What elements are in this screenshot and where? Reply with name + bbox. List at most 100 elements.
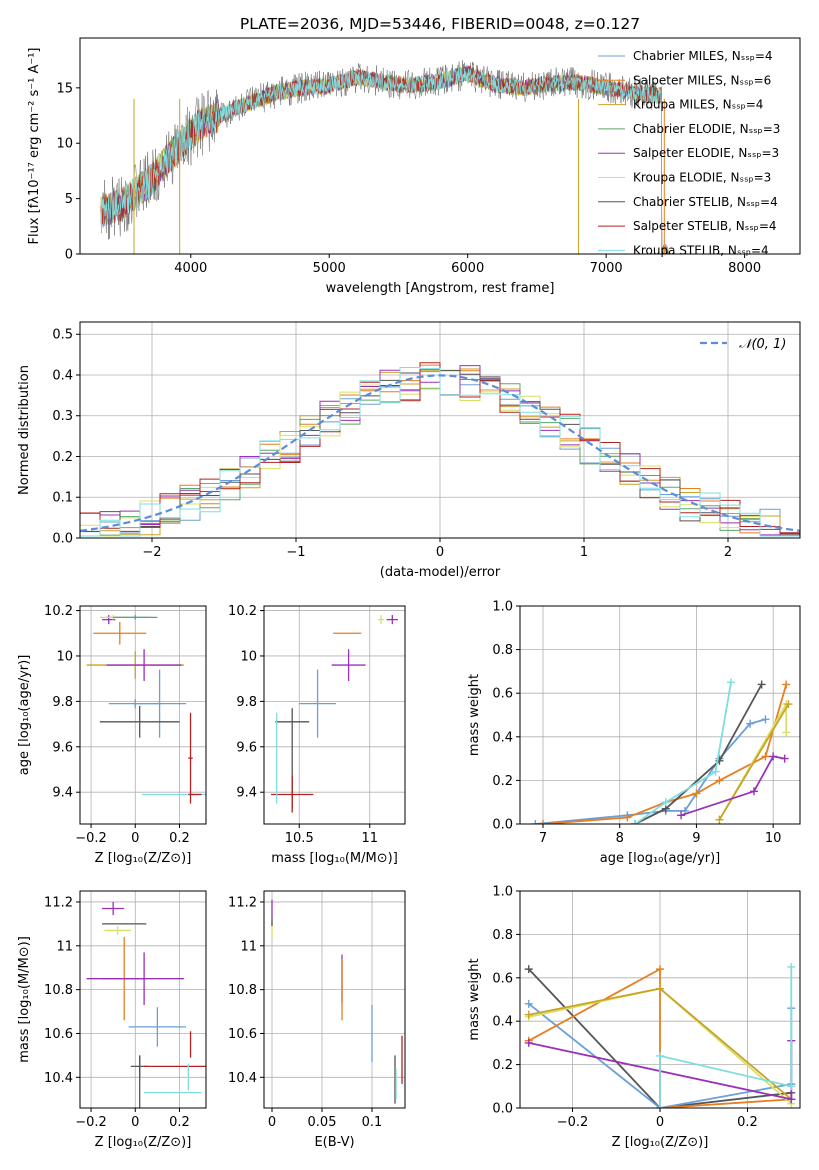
x-axis-label: wavelength [Angstrom, rest frame] (326, 281, 555, 296)
weight-point-marker (769, 752, 778, 761)
weight-point-marker (524, 965, 533, 974)
weight-point-marker (692, 789, 701, 798)
weight-point-marker (726, 678, 735, 687)
y-tick-label: 0.2 (492, 1058, 513, 1073)
weight-point-marker (656, 1104, 664, 1108)
weight-point-marker (539, 820, 548, 824)
axes-frame (263, 605, 406, 825)
x-tick-label: 9 (692, 831, 700, 846)
gaussian-curve (80, 374, 800, 532)
y-tick-label: 9.4 (236, 786, 257, 801)
y-tick-label: 0.6 (492, 971, 513, 986)
weight-point-marker (757, 680, 766, 689)
x-tick-label: −0.2 (75, 1115, 107, 1130)
x-tick-label: 0.1 (362, 1115, 383, 1130)
y-tick-label: 9.8 (236, 695, 257, 710)
y-axis-label: age [log₁₀(age/yr)] (17, 655, 32, 776)
spectrum-series-line (100, 66, 669, 254)
spectrum-series-line (100, 65, 669, 254)
y-tick-label: 0.3 (52, 409, 73, 424)
axes-frame (79, 37, 801, 255)
legend-label: Kroupa STELIB, Nₛₛₚ=4 (633, 243, 769, 257)
x-tick-label: 10.5 (285, 831, 314, 846)
y-tick-label: 0.0 (492, 818, 513, 833)
x-tick-label: 0.2 (169, 1115, 190, 1130)
y-tick-label: 0.8 (492, 643, 513, 658)
axes-frame (519, 605, 801, 825)
weight-point-marker (715, 815, 724, 824)
plot-area (271, 899, 403, 1104)
weight-point-marker (761, 752, 770, 761)
x-tick-label: 8000 (728, 261, 761, 276)
y-tick-label: 10 (240, 649, 257, 664)
x-tick-label: 0 (268, 1115, 276, 1130)
y-tick-label: 9.6 (52, 740, 73, 755)
axes-frame (79, 890, 207, 1109)
weight-point-marker (631, 820, 640, 824)
y-tick-label: 9.8 (52, 695, 73, 710)
mass-vs-metallicity-panel: −0.2 0 0.2 10.4 10.6 10.8 11 11.2 Z [log₁₀(Z/Z⊙)… (17, 890, 207, 1150)
legend-label: Chabrier STELIB, Nₛₛₚ=4 (633, 195, 778, 209)
weight-point-marker (782, 728, 791, 737)
massweight-vs-age-panel: 7 8 9 10 0.0 0.2 0.4 0.6 0.8 1.0 age [log₁₀(age/yr… (467, 600, 801, 866)
x-tick-label: 8 (616, 831, 624, 846)
x-axis-label: mass [log₁₀(M/M⊙)] (271, 851, 398, 866)
x-tick-label: 7000 (590, 261, 623, 276)
weight-point-marker (524, 999, 533, 1008)
x-tick-label: 6000 (451, 261, 484, 276)
x-tick-label: 0 (656, 1115, 664, 1130)
y-tick-label: 9.6 (236, 740, 257, 755)
y-tick-label: 10.6 (44, 1027, 73, 1042)
y-axis-label: mass weight (467, 674, 482, 756)
spectrum-series-line (100, 67, 667, 254)
x-tick-label: 1 (580, 545, 588, 560)
x-tick-label: 0.2 (169, 831, 190, 846)
x-tick-label: −0.2 (557, 1115, 589, 1130)
spectrum-panel: Chabrier MILES, Nₛₛₚ=4 Salpeter MILES, Nₛ… (27, 15, 801, 296)
legend-label: Chabrier ELODIE, Nₛₛₚ=3 (633, 122, 780, 136)
weight-series-line (634, 684, 763, 824)
weight-point-marker (677, 811, 686, 820)
y-tick-label: 10.4 (228, 1071, 257, 1086)
massweight-vs-metallicity-panel: −0.2 0 0.2 0.0 0.2 0.4 0.6 0.8 1.0 Z [log₁₀(Z/Z⊙)… (467, 885, 801, 1150)
legend: Chabrier MILES, Nₛₛₚ=4 Salpeter MILES, Nₛ… (598, 49, 780, 257)
x-axis-label: Z [log₁₀(Z/Z⊙)] (612, 1135, 709, 1150)
x-axis-label: Z [log₁₀(Z/Z⊙)] (95, 1135, 192, 1150)
weight-series-line (659, 967, 793, 1108)
plot-area (86, 901, 206, 1108)
weight-series-line (718, 703, 790, 821)
weight-series-line (528, 967, 792, 1108)
y-tick-label: 0.2 (52, 450, 73, 465)
y-tick-label: 10.6 (228, 1027, 257, 1042)
x-tick-label: 0 (131, 1115, 139, 1130)
legend-label: Kroupa ELODIE, Nₛₛₚ=3 (633, 171, 771, 185)
x-tick-label: 0.05 (308, 1115, 337, 1130)
plot-area (86, 615, 206, 804)
x-tick-label: 11 (361, 831, 378, 846)
weight-point-marker (524, 1038, 533, 1047)
weight-point-marker (787, 962, 796, 971)
x-tick-label: −1 (286, 545, 305, 560)
x-tick-label: 4000 (174, 261, 207, 276)
y-axis-label: Normed distribution (17, 365, 32, 495)
spectrum-series-line (100, 65, 669, 254)
y-tick-label: 10 (56, 649, 73, 664)
y-tick-label: 11.2 (228, 895, 257, 910)
y-tick-label: 15 (56, 81, 73, 96)
weight-point-marker (784, 700, 793, 709)
weight-point-marker (761, 715, 770, 724)
legend-label: 𝒩(0, 1) (739, 337, 786, 352)
x-tick-label: 7 (539, 831, 547, 846)
y-tick-label: 0.4 (492, 730, 513, 745)
x-tick-label: 0 (131, 831, 139, 846)
y-tick-label: 10 (56, 137, 73, 152)
y-tick-label: 9.4 (52, 786, 73, 801)
weight-point-marker (782, 680, 791, 689)
weight-series-line (634, 682, 732, 824)
mass-vs-ebv-panel: 0 0.05 0.1 10.4 10.6 10.8 11 11.2 E(B-V) (228, 890, 406, 1150)
weight-point-marker (787, 1095, 796, 1104)
y-tick-label: 0.2 (492, 774, 513, 789)
y-tick-label: 10.2 (228, 604, 257, 619)
y-tick-label: 1.0 (492, 600, 513, 615)
spectrum-series-line (100, 66, 669, 254)
